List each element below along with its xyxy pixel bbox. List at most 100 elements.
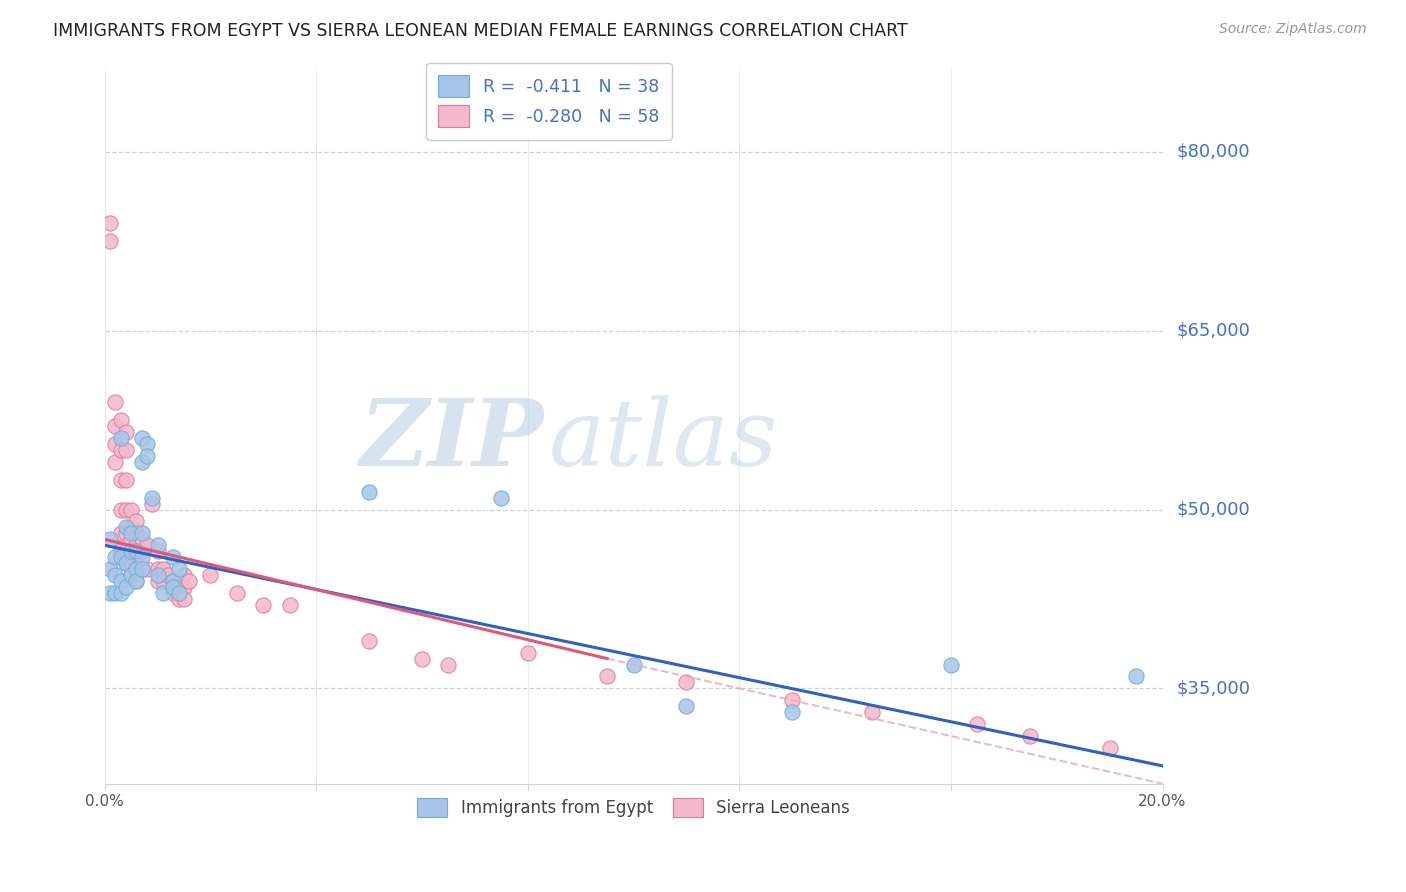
Point bbox=[136, 437, 159, 451]
Point bbox=[162, 574, 184, 588]
Point bbox=[173, 568, 195, 582]
Point bbox=[200, 568, 222, 582]
Point bbox=[104, 568, 127, 582]
Point bbox=[860, 705, 883, 719]
Point bbox=[596, 669, 619, 683]
Point bbox=[98, 562, 121, 576]
Point bbox=[120, 568, 142, 582]
Point bbox=[152, 574, 174, 588]
Point bbox=[131, 562, 153, 576]
Point bbox=[104, 455, 127, 469]
Point bbox=[939, 657, 962, 672]
Point bbox=[136, 538, 159, 552]
Point bbox=[110, 413, 132, 427]
Point bbox=[125, 526, 148, 541]
Point bbox=[98, 533, 121, 547]
Point bbox=[162, 574, 184, 588]
Point bbox=[120, 544, 142, 558]
Point bbox=[162, 550, 184, 565]
Point bbox=[157, 568, 180, 582]
Point bbox=[125, 562, 148, 576]
Point bbox=[780, 705, 803, 719]
Point bbox=[516, 646, 538, 660]
Point bbox=[98, 235, 121, 249]
Point bbox=[359, 484, 381, 499]
Point bbox=[131, 526, 153, 541]
Point bbox=[167, 586, 190, 600]
Legend: Immigrants from Egypt, Sierra Leoneans: Immigrants from Egypt, Sierra Leoneans bbox=[409, 789, 858, 825]
Point bbox=[98, 217, 121, 231]
Point bbox=[125, 515, 148, 529]
Point bbox=[110, 574, 132, 588]
Point bbox=[167, 591, 190, 606]
Point bbox=[114, 526, 136, 541]
Point bbox=[114, 556, 136, 570]
Point bbox=[104, 550, 127, 565]
Point bbox=[167, 562, 190, 576]
Point bbox=[110, 526, 132, 541]
Point bbox=[120, 502, 142, 516]
Point bbox=[131, 550, 153, 565]
Point bbox=[1019, 729, 1042, 743]
Point bbox=[252, 598, 274, 612]
Point bbox=[114, 520, 136, 534]
Text: Source: ZipAtlas.com: Source: ZipAtlas.com bbox=[1219, 22, 1367, 37]
Point bbox=[136, 449, 159, 463]
Text: IMMIGRANTS FROM EGYPT VS SIERRA LEONEAN MEDIAN FEMALE EARNINGS CORRELATION CHART: IMMIGRANTS FROM EGYPT VS SIERRA LEONEAN … bbox=[53, 22, 908, 40]
Point bbox=[120, 533, 142, 547]
Point bbox=[146, 562, 169, 576]
Point bbox=[110, 502, 132, 516]
Point bbox=[131, 533, 153, 547]
Text: $50,000: $50,000 bbox=[1177, 500, 1250, 518]
Point bbox=[179, 574, 201, 588]
Point bbox=[110, 431, 132, 445]
Point bbox=[131, 562, 153, 576]
Point bbox=[359, 633, 381, 648]
Point bbox=[146, 568, 169, 582]
Point bbox=[125, 544, 148, 558]
Point bbox=[114, 580, 136, 594]
Point bbox=[131, 544, 153, 558]
Text: ZIP: ZIP bbox=[360, 395, 544, 485]
Point bbox=[114, 425, 136, 439]
Text: atlas: atlas bbox=[548, 395, 779, 485]
Point bbox=[131, 431, 153, 445]
Point bbox=[152, 586, 174, 600]
Point bbox=[114, 544, 136, 558]
Text: $80,000: $80,000 bbox=[1177, 143, 1250, 161]
Point bbox=[780, 693, 803, 707]
Point bbox=[120, 526, 142, 541]
Point bbox=[125, 562, 148, 576]
Point bbox=[110, 473, 132, 487]
Point bbox=[623, 657, 645, 672]
Point bbox=[1098, 741, 1121, 756]
Point bbox=[104, 395, 127, 409]
Point bbox=[125, 574, 148, 588]
Point bbox=[146, 538, 169, 552]
Point bbox=[120, 556, 142, 570]
Point bbox=[141, 497, 163, 511]
Point bbox=[278, 598, 301, 612]
Point bbox=[411, 651, 433, 665]
Point bbox=[110, 544, 132, 558]
Point bbox=[98, 586, 121, 600]
Point bbox=[125, 538, 148, 552]
Point bbox=[437, 657, 460, 672]
Point bbox=[114, 502, 136, 516]
Point bbox=[173, 580, 195, 594]
Point bbox=[136, 562, 159, 576]
Point bbox=[675, 699, 697, 714]
Point bbox=[1125, 669, 1147, 683]
Text: $65,000: $65,000 bbox=[1177, 322, 1250, 340]
Point bbox=[146, 544, 169, 558]
Point bbox=[966, 717, 988, 731]
Point bbox=[225, 586, 247, 600]
Point bbox=[131, 455, 153, 469]
Point bbox=[120, 520, 142, 534]
Point bbox=[125, 574, 148, 588]
Point bbox=[162, 586, 184, 600]
Point bbox=[152, 562, 174, 576]
Point bbox=[114, 442, 136, 457]
Point bbox=[120, 568, 142, 582]
Point bbox=[104, 437, 127, 451]
